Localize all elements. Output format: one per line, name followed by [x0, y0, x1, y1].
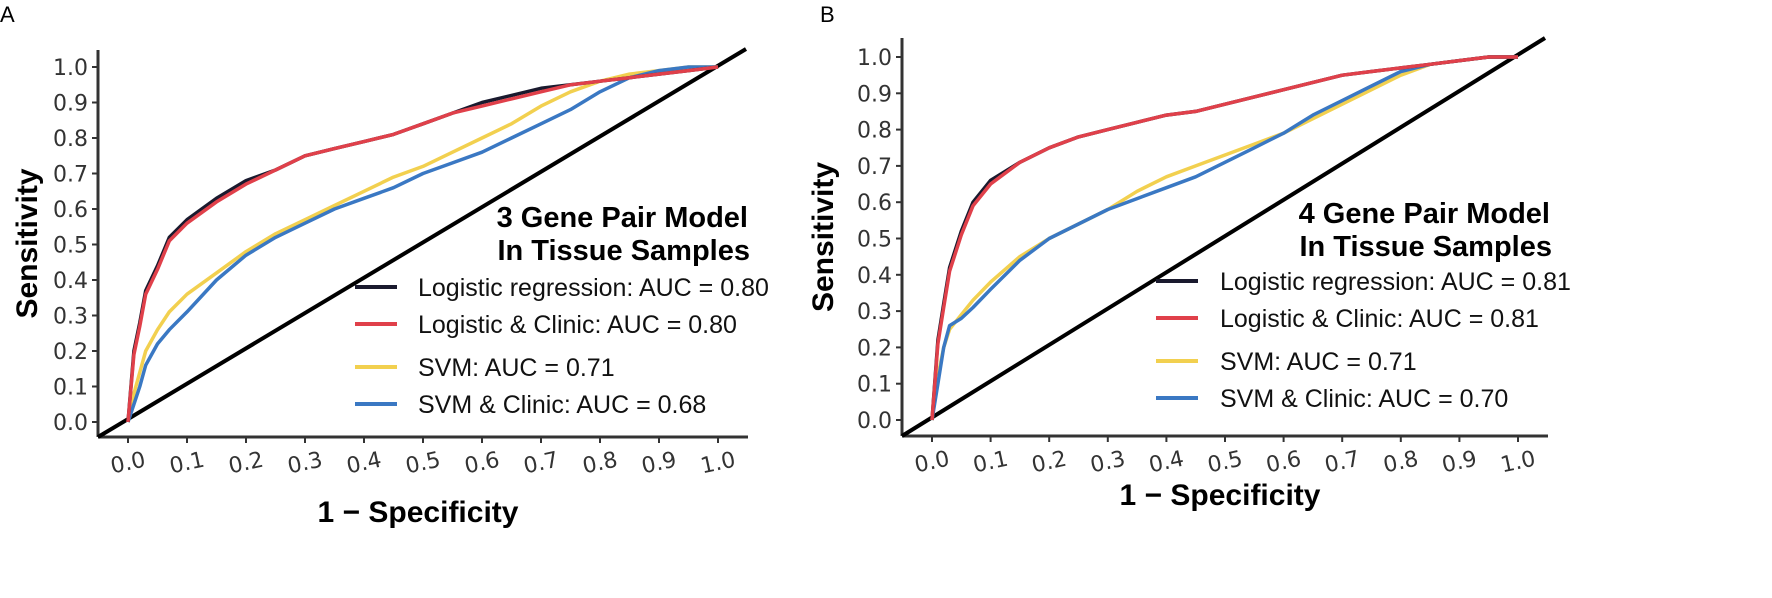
roc-series-1 — [126, 65, 719, 423]
x-axis-title: 1 − Specificity — [318, 496, 519, 529]
x-tick-label: 0.7 — [521, 448, 560, 480]
x-tick-label: 0.3 — [285, 448, 324, 480]
model-title-line: 4 Gene Pair Model — [1299, 198, 1550, 230]
y-tick-label: 0.4 — [857, 264, 892, 289]
reference-diagonal — [96, 47, 748, 439]
x-tick-label: 0.8 — [580, 448, 619, 480]
y-tick-label: 0.3 — [857, 300, 892, 325]
y-tick-label: 0.2 — [53, 340, 88, 365]
model-title-line: 3 Gene Pair Model — [497, 202, 748, 234]
y-tick-label: 0.6 — [857, 191, 892, 216]
x-tick-label: 0.8 — [1381, 447, 1420, 479]
x-tick-label: 1.0 — [698, 448, 737, 480]
roc-panel-B: B 0.0 0.1 0.2 0.3 0.4 0.5 0.6 0.7 0.8 0.9 1.0 0.0 0.1… — [807, 2, 1571, 512]
y-tick-label: 0.6 — [53, 198, 88, 223]
y-tick-label: 0.3 — [53, 305, 88, 330]
x-tick-label: 0.2 — [226, 448, 265, 480]
x-tick-label: 0.1 — [971, 447, 1010, 479]
x-tick-label: 1.0 — [1498, 447, 1537, 479]
roc-panel-A: A 0.0 0.1 0.2 0.3 0.4 0.5 0.6 0.7 0.8 0.9 1.0 0.0 0.1… — [0, 2, 769, 529]
legend-entry: SVM & Clinic: AUC = 0.70 — [1220, 385, 1508, 413]
y-tick-label: 0.2 — [857, 336, 892, 361]
y-tick-label: 0.8 — [857, 119, 892, 144]
y-tick-label: 0.9 — [53, 92, 88, 117]
y-tick-label: 1.0 — [53, 56, 88, 81]
x-tick-label: 0.6 — [462, 448, 501, 480]
reference-diagonal — [900, 36, 1547, 438]
legend-entry: Logistic & Clinic: AUC = 0.81 — [1220, 305, 1539, 333]
y-axis-title: Sensitivity — [11, 168, 44, 318]
y-tick-label: 0.0 — [857, 409, 892, 434]
legend-entry: Logistic regression: AUC = 0.80 — [418, 274, 769, 302]
x-tick-label: 0.5 — [1205, 447, 1244, 479]
y-tick-label: 0.7 — [53, 163, 88, 188]
x-tick-label: 0.2 — [1030, 447, 1069, 479]
y-tick-label: 0.8 — [53, 127, 88, 152]
legend-entry: SVM: AUC = 0.71 — [418, 354, 615, 382]
panel-label: B — [820, 2, 835, 27]
y-axis-title: Sensitivity — [807, 162, 840, 312]
x-tick-label: 0.5 — [403, 448, 442, 480]
roc-series-1 — [930, 55, 1518, 421]
x-tick-label: 0.6 — [1264, 447, 1303, 479]
x-tick-label: 0.0 — [108, 448, 147, 480]
panel-label: A — [0, 2, 15, 27]
x-tick-label: 0.9 — [639, 448, 678, 480]
y-tick-label: 0.9 — [857, 82, 892, 107]
model-title-line: In Tissue Samples — [1299, 231, 1552, 263]
x-tick-label: 0.4 — [344, 448, 383, 480]
y-tick-label: 0.1 — [857, 373, 892, 398]
x-tick-label: 0.1 — [167, 448, 206, 480]
y-tick-label: 0.7 — [857, 155, 892, 180]
legend-entry: SVM & Clinic: AUC = 0.68 — [418, 391, 706, 419]
roc-series-3 — [126, 65, 718, 423]
y-tick-label: 0.0 — [53, 411, 88, 436]
x-tick-label: 0.0 — [912, 447, 951, 479]
x-tick-label: 0.4 — [1147, 447, 1186, 479]
y-tick-label: 0.5 — [857, 228, 892, 253]
legend-entry: Logistic & Clinic: AUC = 0.80 — [418, 311, 737, 339]
x-tick-label: 0.3 — [1088, 447, 1127, 479]
y-tick-label: 0.5 — [53, 234, 88, 259]
roc-series-2 — [930, 55, 1518, 421]
model-title-line: In Tissue Samples — [497, 235, 750, 267]
y-tick-label: 0.1 — [53, 376, 88, 401]
legend-entry: Logistic regression: AUC = 0.81 — [1220, 268, 1571, 296]
legend-entry: SVM: AUC = 0.71 — [1220, 348, 1417, 376]
x-tick-label: 0.7 — [1323, 447, 1362, 479]
x-tick-label: 0.9 — [1440, 447, 1479, 479]
y-tick-label: 1.0 — [857, 46, 892, 71]
x-axis-title: 1 − Specificity — [1120, 479, 1321, 512]
roc-series-3 — [930, 55, 1518, 421]
y-tick-label: 0.4 — [53, 269, 88, 294]
